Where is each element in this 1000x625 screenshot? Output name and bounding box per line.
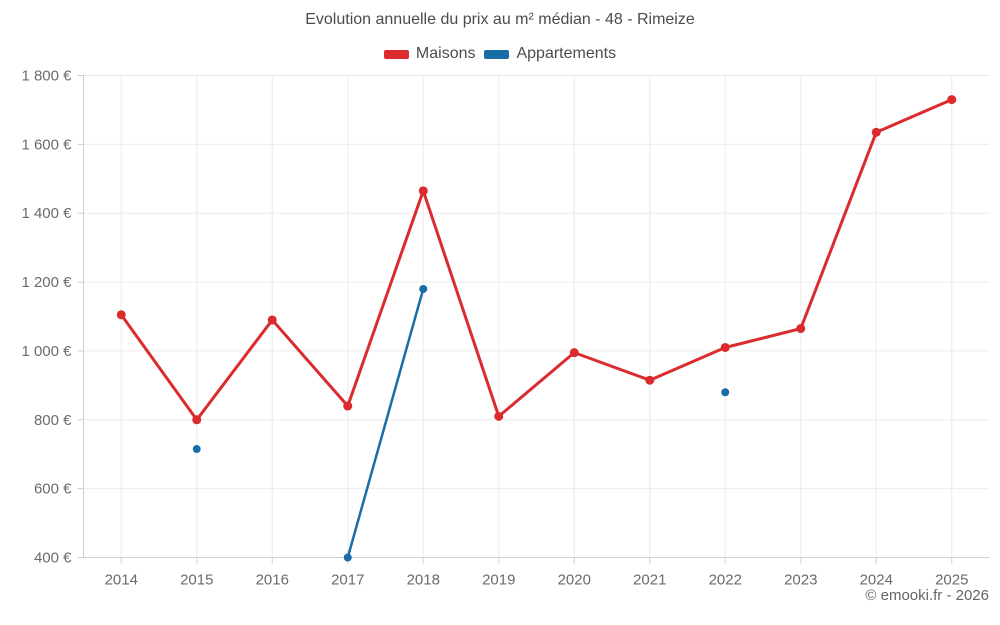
x-tick-label: 2014 xyxy=(105,572,138,589)
series-line-maisons xyxy=(874,98,954,134)
data-point-appartements-2017[interactable] xyxy=(343,553,352,562)
maisons-color-swatch-icon xyxy=(383,49,409,59)
series-line-maisons xyxy=(799,130,878,331)
legend-item-maisons[interactable]: Maisons xyxy=(383,45,476,63)
series-line-maisons xyxy=(572,351,652,382)
copyright-text: © emooki.fr - 2026 xyxy=(865,587,989,604)
y-tick-label: 600 € xyxy=(34,481,72,498)
y-tick-label: 1 400 € xyxy=(21,205,72,222)
data-point-maisons-2020[interactable] xyxy=(569,348,579,358)
series-line-maisons xyxy=(119,313,199,422)
chart-title: Evolution annuelle du prix au m² médian … xyxy=(305,11,695,28)
data-point-appartements-2015[interactable] xyxy=(192,445,201,454)
y-tick-label: 1 800 € xyxy=(21,68,72,85)
data-point-maisons-2021[interactable] xyxy=(645,375,655,385)
x-tick-label: 2019 xyxy=(482,572,515,589)
legend-item-appartements[interactable]: Appartements xyxy=(484,45,616,63)
series-line-maisons xyxy=(723,327,803,349)
data-point-maisons-2017[interactable] xyxy=(343,401,353,411)
x-tick-label: 2024 xyxy=(860,572,893,589)
y-tick-label: 400 € xyxy=(34,550,72,567)
y-tick-label: 1 000 € xyxy=(21,343,72,360)
legend-label-maisons: Maisons xyxy=(415,45,476,62)
data-point-maisons-2018[interactable] xyxy=(418,186,428,196)
y-tick-label: 800 € xyxy=(34,412,72,429)
x-tick-label: 2018 xyxy=(407,572,440,589)
x-tick-label: 2020 xyxy=(558,572,591,589)
data-point-maisons-2022[interactable] xyxy=(720,342,730,352)
y-tick-label: 1 200 € xyxy=(21,274,72,291)
x-tick-label: 2023 xyxy=(784,572,817,589)
appartements-color-swatch-icon xyxy=(484,49,510,59)
series-line-maisons xyxy=(497,351,576,418)
data-point-maisons-2023[interactable] xyxy=(796,324,806,334)
data-point-appartements-2022[interactable] xyxy=(721,388,730,397)
x-tick-label: 2025 xyxy=(935,572,968,589)
series-line-maisons xyxy=(195,318,274,422)
data-point-appartements-2018[interactable] xyxy=(419,284,428,293)
x-tick-label: 2017 xyxy=(331,572,364,589)
x-tick-label: 2016 xyxy=(256,572,289,589)
series-line-maisons xyxy=(346,189,425,408)
data-point-maisons-2016[interactable] xyxy=(267,315,277,325)
series-line-maisons xyxy=(648,345,727,382)
data-point-maisons-2025[interactable] xyxy=(947,95,957,105)
series-line-maisons xyxy=(421,189,501,418)
legend-label-appartements: Appartements xyxy=(516,45,617,62)
series-line-maisons xyxy=(270,318,350,408)
data-point-maisons-2014[interactable] xyxy=(116,310,126,320)
series-line-appartements xyxy=(346,287,425,559)
data-point-maisons-2015[interactable] xyxy=(192,415,202,425)
x-tick-label: 2015 xyxy=(180,572,213,589)
data-point-maisons-2019[interactable] xyxy=(494,411,504,421)
data-point-maisons-2024[interactable] xyxy=(871,127,881,137)
x-tick-label: 2021 xyxy=(633,572,666,589)
y-tick-label: 1 600 € xyxy=(21,136,72,153)
x-tick-label: 2022 xyxy=(709,572,742,589)
chart-legend: Maisons Appartements xyxy=(0,45,1000,63)
